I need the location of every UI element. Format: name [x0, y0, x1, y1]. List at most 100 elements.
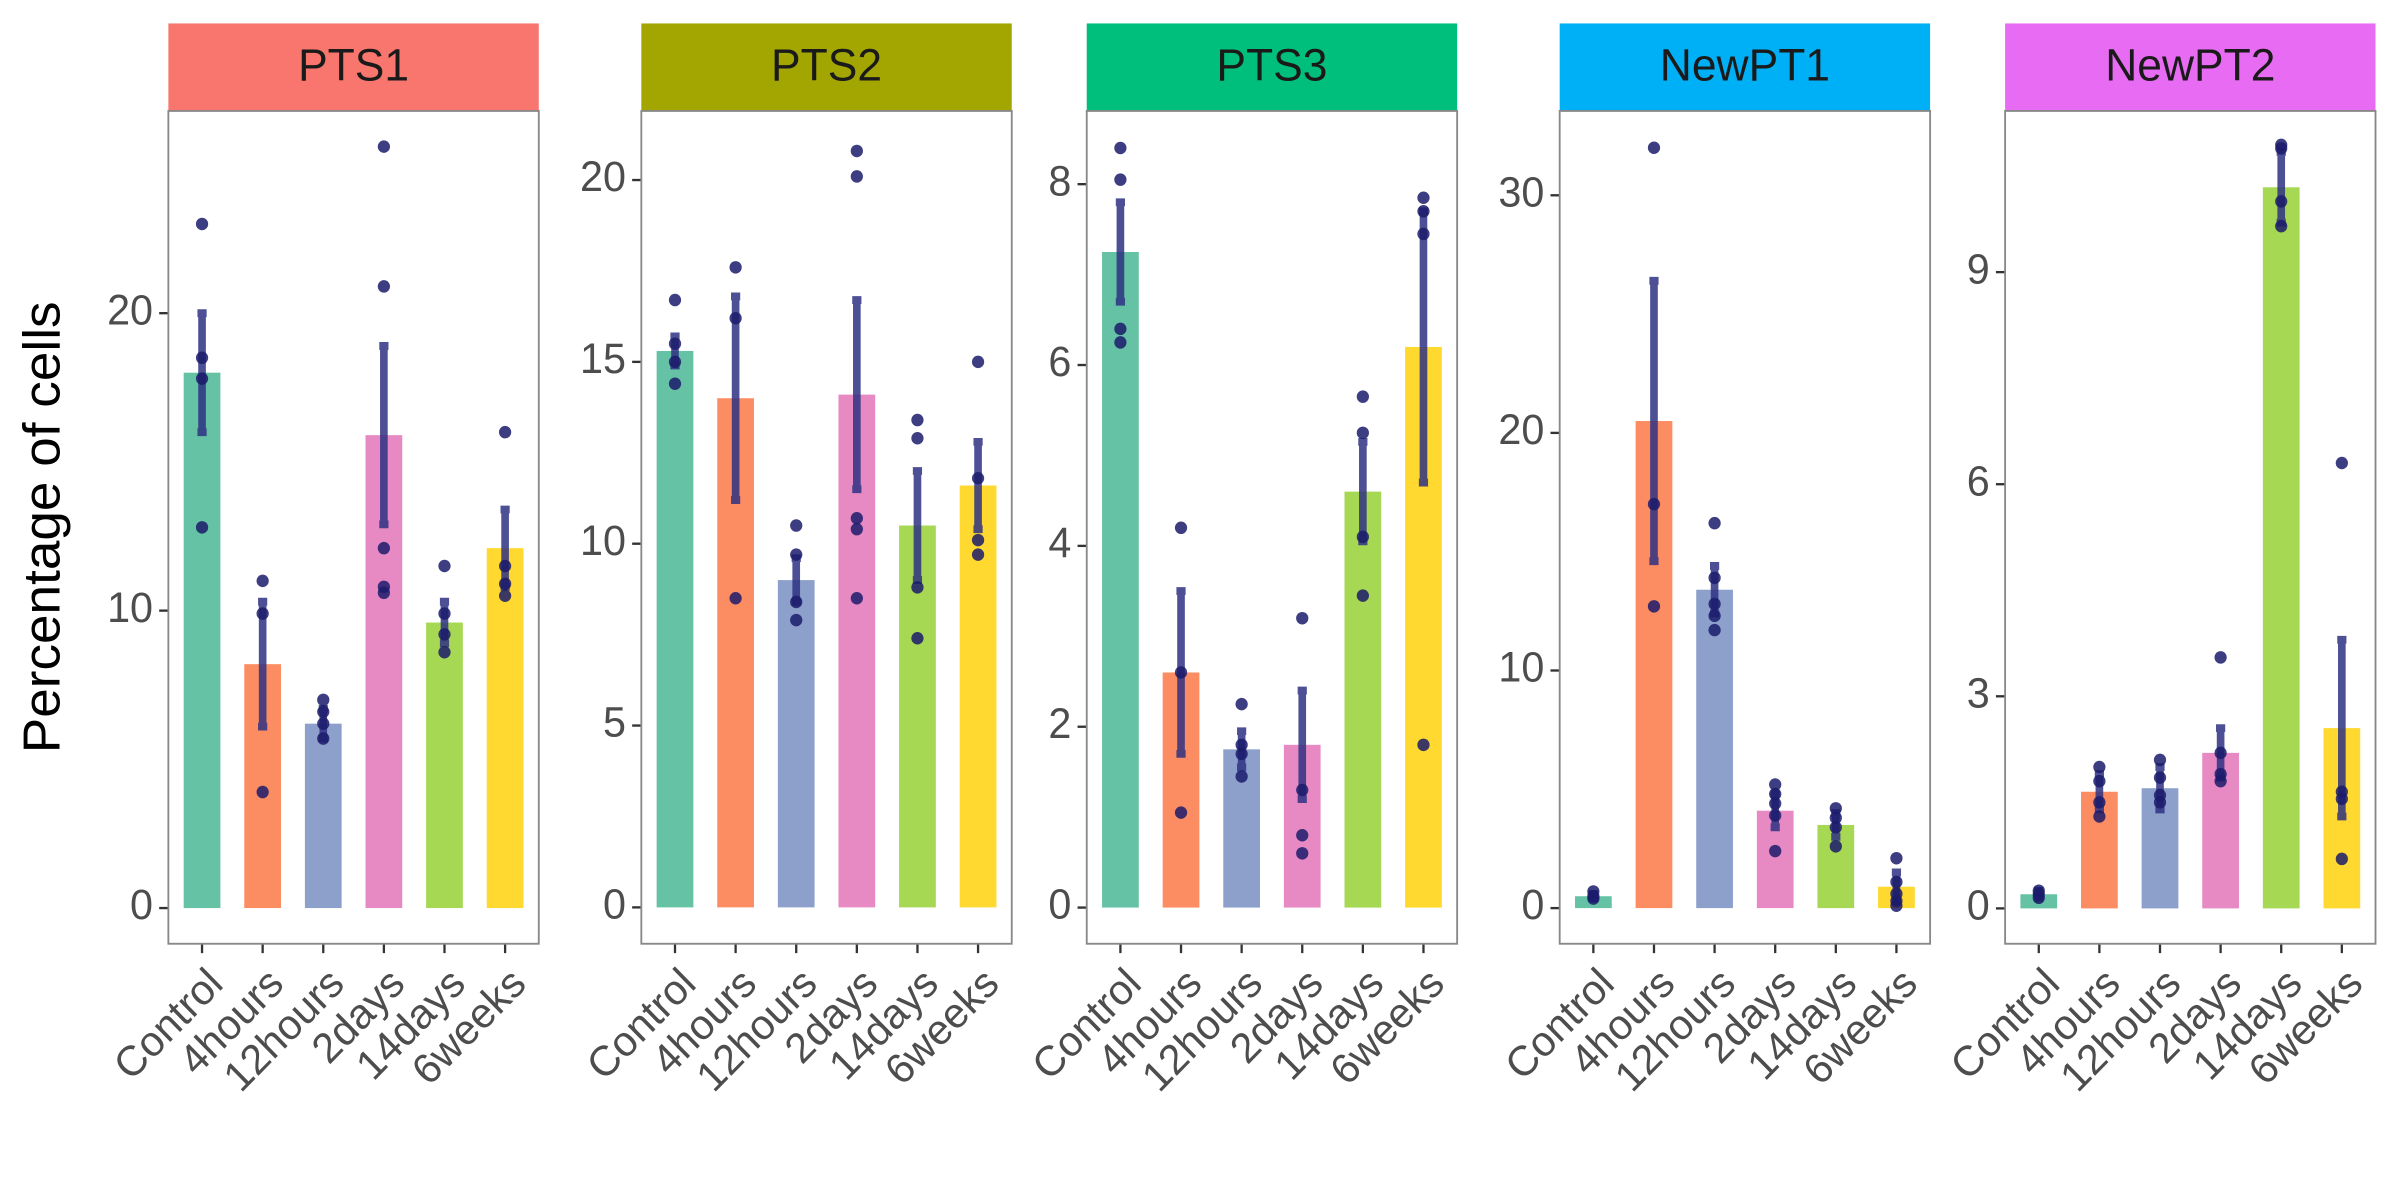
data-point [850, 170, 863, 183]
data-point [1356, 530, 1369, 544]
data-point [2335, 456, 2348, 470]
y-tick-label: 10 [1498, 643, 1544, 690]
y-tick-label: 20 [107, 286, 153, 333]
y-tick-label: 20 [580, 153, 626, 200]
data-point [438, 559, 451, 573]
strip [2005, 23, 2376, 111]
data-point [1829, 840, 1842, 853]
data-point [911, 632, 924, 645]
panel-border [1558, 110, 1932, 945]
error-bar [1297, 686, 1307, 803]
error-bar [500, 505, 510, 591]
error-bar [791, 554, 801, 606]
data-point [2275, 195, 2288, 208]
data-point [195, 372, 209, 385]
data-point [729, 261, 742, 274]
strip [1559, 23, 1931, 111]
data-point [2335, 792, 2348, 806]
panel-title: NewPT2 [2105, 39, 2275, 91]
data-point [2093, 796, 2106, 809]
error-bar [912, 467, 923, 584]
strip [1086, 23, 1458, 111]
error-bar [852, 296, 862, 494]
bar [2262, 187, 2300, 909]
data-point [1417, 191, 1430, 204]
data-point [1829, 811, 1842, 825]
data-point [1417, 738, 1430, 752]
data-point [438, 646, 451, 659]
data-point [1647, 497, 1661, 511]
data-point [1235, 738, 1248, 752]
data-point [1647, 600, 1661, 613]
y-tick-label: 8 [1048, 157, 1071, 204]
panel-border [2004, 110, 2377, 945]
data-point [1356, 426, 1369, 440]
bar [777, 580, 815, 908]
data-point [195, 217, 209, 231]
data-point [1235, 697, 1248, 711]
data-point [1890, 851, 1903, 865]
data-point [377, 541, 390, 555]
data-point [1708, 609, 1721, 623]
data-point [438, 607, 451, 620]
data-point [1296, 783, 1309, 797]
data-point [729, 311, 742, 325]
y-tick-label: 10 [107, 583, 153, 630]
data-point [2153, 796, 2167, 809]
data-point [1769, 844, 1782, 858]
data-point [1417, 205, 1430, 218]
error-bar [1358, 437, 1368, 546]
data-point [971, 471, 985, 485]
panel-border [1085, 110, 1459, 945]
data-point [668, 337, 682, 350]
error-bar [2276, 148, 2286, 227]
panel-title: NewPT1 [1660, 39, 1830, 91]
data-point [1587, 892, 1600, 905]
data-point [971, 548, 985, 561]
data-point [911, 581, 924, 594]
y-tick-label: 5 [603, 698, 626, 745]
y-tick-label: 0 [603, 880, 626, 927]
data-point [1417, 227, 1430, 241]
data-point [317, 705, 330, 719]
data-point [1296, 847, 1309, 860]
data-point [850, 144, 863, 158]
y-tick-label: 6 [1967, 457, 1990, 504]
data-point [911, 413, 924, 427]
data-point [256, 607, 269, 620]
strip [641, 23, 1012, 111]
data-point [850, 522, 863, 536]
data-point [1769, 778, 1782, 791]
data-point [1174, 806, 1188, 819]
data-point [1769, 797, 1782, 810]
data-point [790, 519, 803, 532]
data-point [1174, 521, 1188, 535]
data-point [1769, 809, 1782, 822]
data-point [668, 293, 682, 307]
data-point [2275, 142, 2288, 155]
data-point [971, 533, 985, 547]
data-point [498, 589, 512, 603]
y-tick-label: 0 [1521, 881, 1544, 928]
error-bar [1418, 207, 1429, 487]
data-point [2275, 219, 2288, 233]
data-point [971, 355, 985, 369]
y-tick-label: 0 [130, 881, 153, 928]
data-point [1708, 597, 1721, 611]
data-point [1296, 828, 1309, 842]
panel-border [167, 110, 540, 945]
data-point [256, 785, 269, 799]
data-point [317, 717, 330, 730]
y-tick-label: 2 [1048, 699, 1071, 746]
y-axis-label: Percentage of cells [13, 301, 71, 753]
data-point [1296, 611, 1309, 625]
data-point [438, 628, 451, 641]
data-point [2093, 774, 2106, 788]
data-point [317, 732, 330, 745]
data-point [1708, 571, 1721, 585]
error-bar [731, 292, 741, 504]
strip [168, 23, 539, 111]
data-point [790, 613, 803, 627]
